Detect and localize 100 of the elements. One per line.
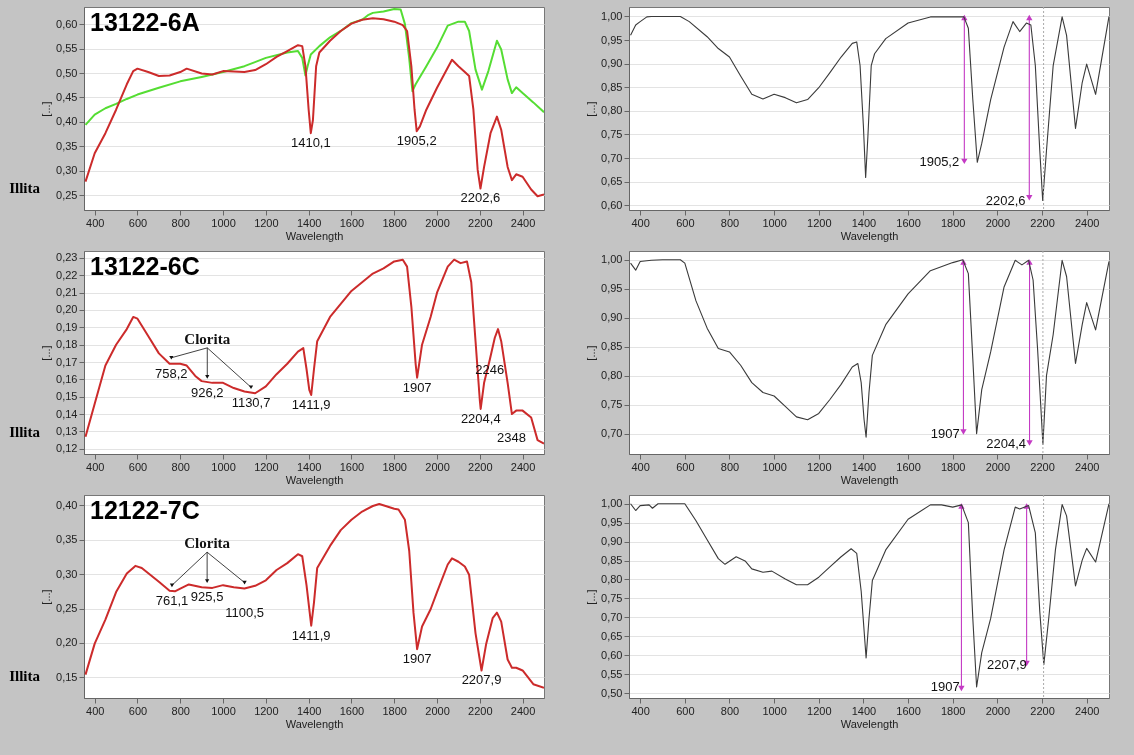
y-tick-label: 0,19 (56, 320, 78, 333)
x-tick-label: 800 (720, 460, 740, 473)
x-tick-label: 2200 (468, 704, 493, 717)
x-tick-label: 2400 (510, 460, 536, 473)
x-tick-label: 800 (720, 704, 740, 717)
x-tick-label: 1000 (211, 460, 236, 473)
x-tick-label: 400 (86, 460, 105, 473)
x-axis-title: Wavelength (285, 473, 344, 486)
x-tick-label: 600 (676, 216, 695, 229)
x-tick-label: 1200 (254, 704, 279, 717)
y-tick-label: 0,80 (601, 369, 623, 382)
chart-title: 13122-6C (90, 252, 200, 280)
y-tick-label: 0,65 (601, 175, 623, 188)
x-tick-label: 1800 (940, 460, 966, 473)
x-axis-title: Wavelength (285, 229, 344, 242)
x-tick-label: 600 (128, 704, 148, 717)
y-tick-label: 0,20 (56, 636, 78, 649)
x-tick-label: 1400 (296, 460, 322, 473)
annotation: 1100,5 (225, 604, 264, 620)
y-tick-label: 0,75 (601, 127, 623, 140)
chart-title: 12122-7C (90, 496, 200, 524)
x-tick-label: 1200 (254, 216, 279, 229)
x-tick-label: 2000 (985, 704, 1011, 717)
x-tick-label: 1600 (896, 460, 921, 473)
y-tick-label: 0,80 (601, 104, 623, 117)
y-tick-label: 0,18 (56, 338, 78, 351)
annotation: 1905,2 (396, 133, 437, 149)
annotation: 925,5 (190, 589, 224, 605)
text: Illita (9, 180, 41, 196)
x-tick-label: 1000 (762, 460, 787, 473)
y-tick-label: 1,00 (601, 9, 623, 22)
annotation: 1907 (930, 679, 960, 695)
annotation: 1907 (402, 379, 432, 395)
y-axis-title: [...] (40, 101, 53, 117)
chart-title: 13122-6A (90, 8, 200, 36)
y-tick-label: 0,30 (56, 164, 78, 177)
y-tick-label: 0,70 (601, 427, 623, 440)
x-tick-label: 2400 (1074, 216, 1100, 229)
x-tick-label: 2400 (510, 216, 536, 229)
y-axis-title: [...] (40, 345, 53, 361)
y-tick-label: 0,17 (56, 355, 78, 368)
y-tick-label: 0,85 (601, 80, 623, 93)
y-tick-label: 0,25 (56, 602, 78, 615)
x-tick-label: 1000 (211, 704, 236, 717)
annotation: 2348 (497, 430, 526, 446)
x-tick-label: 800 (171, 704, 190, 717)
x-tick-label: 400 (86, 704, 105, 717)
x-axis-title: Wavelength (840, 229, 899, 242)
x-tick-label: 2200 (468, 460, 493, 473)
y-axis-title: [...] (585, 589, 598, 605)
annotation: 926,2 (191, 384, 224, 400)
annotation: Clorita (184, 330, 231, 347)
x-tick-label: 2000 (425, 460, 450, 473)
y-tick-label: 0,55 (56, 42, 78, 55)
y-tick-label: 0,65 (601, 629, 623, 642)
y-tick-label: 0,15 (56, 670, 78, 683)
x-tick-label: 1800 (940, 216, 966, 229)
y-tick-label: 0,90 (601, 311, 623, 324)
x-tick-label: 1200 (807, 704, 832, 717)
annotation: 1907 (930, 425, 960, 441)
x-tick-label: 2000 (985, 216, 1011, 229)
y-tick-label: 0,22 (56, 268, 78, 281)
y-tick-label: 0,95 (601, 282, 623, 295)
annotation: Clorita (184, 535, 231, 552)
x-tick-label: 1200 (254, 460, 279, 473)
y-tick-label: 0,14 (56, 407, 78, 420)
y-tick-label: 0,85 (601, 554, 623, 567)
annotation: 1411,9 (291, 627, 331, 643)
y-tick-label: 0,95 (601, 33, 623, 46)
x-tick-label: 1000 (762, 704, 787, 717)
x-tick-label: 1400 (851, 704, 877, 717)
y-axis-title: [...] (585, 345, 598, 361)
y-tick-label: 0,50 (56, 66, 78, 79)
x-tick-label: 2200 (1030, 216, 1055, 229)
x-tick-label: 2400 (510, 704, 536, 717)
y-tick-label: 0,70 (601, 610, 623, 623)
x-tick-label: 600 (128, 460, 148, 473)
y-tick-label: 0,13 (56, 424, 78, 437)
y-tick-label: 0,21 (56, 286, 78, 299)
x-tick-label: 2000 (425, 216, 450, 229)
x-axis-title: Wavelength (840, 717, 899, 730)
annotation: 761,1 (155, 593, 189, 609)
x-tick-label: 1600 (896, 216, 921, 229)
x-tick-label: 1400 (296, 216, 322, 229)
x-tick-label: 600 (676, 704, 695, 717)
x-tick-label: 1800 (382, 704, 407, 717)
y-tick-label: 0,50 (601, 686, 623, 699)
y-tick-label: 0,20 (56, 303, 78, 316)
annotation: 1411,9 (291, 397, 331, 413)
x-tick-label: 1000 (211, 216, 236, 229)
y-tick-label: 0,70 (601, 151, 623, 164)
y-tick-label: 0,75 (601, 591, 623, 604)
x-tick-label: 1200 (807, 460, 832, 473)
x-tick-label: 2000 (425, 704, 450, 717)
text: Illita (9, 424, 41, 440)
y-tick-label: 0,15 (56, 390, 78, 403)
x-tick-label: 600 (676, 460, 695, 473)
y-tick-label: 0,80 (601, 572, 623, 585)
y-tick-label: 0,90 (601, 57, 623, 70)
x-tick-label: 2400 (1074, 460, 1100, 473)
